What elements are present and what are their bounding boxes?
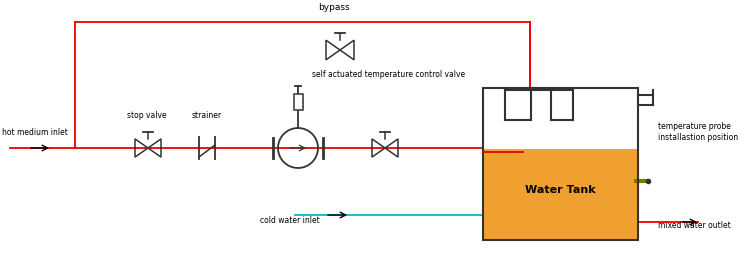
Bar <box>293 94 302 110</box>
Text: cold water inlet: cold water inlet <box>260 216 320 225</box>
Text: Water Tank: Water Tank <box>525 185 596 195</box>
Text: temperature probe
installastion position: temperature probe installastion position <box>658 122 738 142</box>
Text: hot medium inlet: hot medium inlet <box>2 128 68 137</box>
Text: self actuated temperature control valve: self actuated temperature control valve <box>312 70 465 79</box>
Text: mixed water outlet: mixed water outlet <box>658 221 730 230</box>
Bar <box>484 149 637 239</box>
Text: bypass: bypass <box>318 3 350 12</box>
Text: strainer: strainer <box>192 111 222 120</box>
Bar <box>483 88 638 240</box>
Text: stop valve: stop valve <box>127 111 166 120</box>
